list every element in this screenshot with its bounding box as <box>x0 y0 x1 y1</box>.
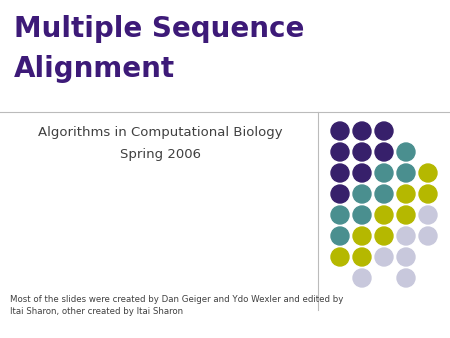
Circle shape <box>353 227 371 245</box>
Circle shape <box>397 206 415 224</box>
Circle shape <box>353 185 371 203</box>
Circle shape <box>331 248 349 266</box>
Circle shape <box>397 164 415 182</box>
Circle shape <box>353 122 371 140</box>
Text: Most of the slides were created by Dan Geiger and Ydo Wexler and edited by
Itai : Most of the slides were created by Dan G… <box>10 295 343 316</box>
Circle shape <box>419 185 437 203</box>
Circle shape <box>331 122 349 140</box>
Circle shape <box>353 206 371 224</box>
Text: Multiple Sequence: Multiple Sequence <box>14 15 304 43</box>
Circle shape <box>419 164 437 182</box>
Circle shape <box>397 227 415 245</box>
Circle shape <box>353 269 371 287</box>
Circle shape <box>375 143 393 161</box>
Circle shape <box>397 185 415 203</box>
Text: Spring 2006: Spring 2006 <box>120 148 201 161</box>
Circle shape <box>375 122 393 140</box>
Circle shape <box>375 206 393 224</box>
Circle shape <box>331 206 349 224</box>
Circle shape <box>331 143 349 161</box>
Circle shape <box>331 227 349 245</box>
Circle shape <box>331 164 349 182</box>
Circle shape <box>397 269 415 287</box>
Circle shape <box>419 227 437 245</box>
Text: Alignment: Alignment <box>14 55 175 83</box>
Circle shape <box>353 143 371 161</box>
Circle shape <box>375 227 393 245</box>
Circle shape <box>353 164 371 182</box>
Circle shape <box>353 248 371 266</box>
Circle shape <box>397 248 415 266</box>
Text: Algorithms in Computational Biology: Algorithms in Computational Biology <box>38 126 282 139</box>
Circle shape <box>397 143 415 161</box>
Circle shape <box>331 185 349 203</box>
Circle shape <box>419 206 437 224</box>
Circle shape <box>375 248 393 266</box>
Circle shape <box>375 164 393 182</box>
Circle shape <box>375 185 393 203</box>
